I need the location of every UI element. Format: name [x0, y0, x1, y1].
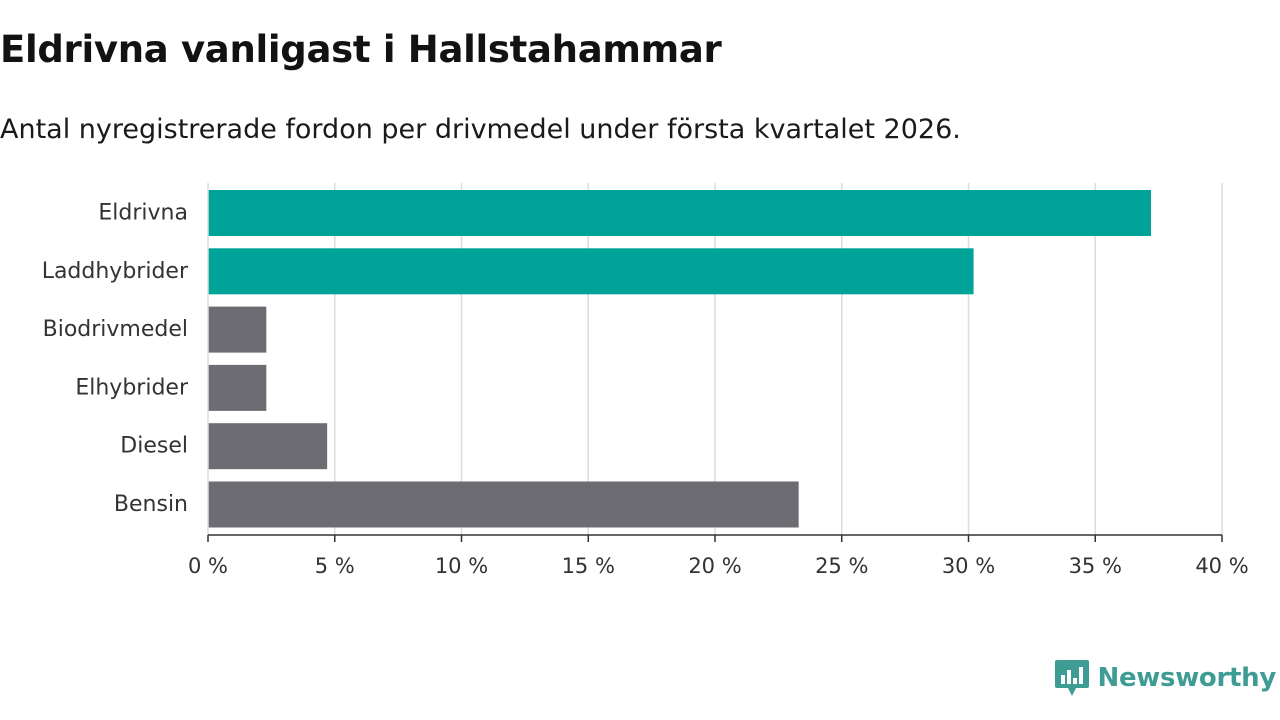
bar-diesel — [208, 423, 328, 470]
bar-elhybrider — [208, 364, 267, 411]
newsworthy-chart-icon — [1054, 660, 1089, 696]
x-tick-label-40: 40 % — [1195, 554, 1248, 578]
category-label-bensin: Bensin — [114, 492, 188, 517]
bar-bensin — [208, 481, 799, 528]
category-label-elhybrider: Elhybrider — [75, 375, 189, 400]
bar-biodrivmedel — [208, 306, 267, 353]
brand-logo: Newsworthy — [1054, 658, 1276, 698]
x-tick-label-30: 30 % — [942, 554, 995, 578]
bar-laddhybrider — [208, 248, 974, 295]
chart-title: Eldrivna vanligast i Hallstahammar — [0, 28, 722, 71]
category-label-diesel: Diesel — [120, 434, 188, 459]
category-label-eldrivna: Eldrivna — [98, 201, 188, 226]
category-label-laddhybrider: Laddhybrider — [42, 259, 189, 284]
x-tick-label-25: 25 % — [815, 554, 868, 578]
chart-subtitle: Antal nyregistrerade fordon per drivmede… — [0, 114, 961, 145]
x-tick-label-20: 20 % — [688, 554, 741, 578]
x-tick-label-0: 0 % — [188, 554, 228, 578]
x-tick-label-5: 5 % — [315, 554, 355, 578]
brand-name: Newsworthy — [1097, 663, 1277, 693]
bar-eldrivna — [208, 190, 1152, 236]
x-tick-label-15: 15 % — [562, 554, 615, 578]
x-tick-label-35: 35 % — [1069, 554, 1122, 578]
x-tick-label-10: 10 % — [435, 554, 488, 578]
bar-chart: Eldrivna Laddhybrider Biodrivmedel Elhybrid… — [42, 183, 1249, 578]
category-label-biodrivmedel: Biodrivmedel — [43, 317, 188, 342]
